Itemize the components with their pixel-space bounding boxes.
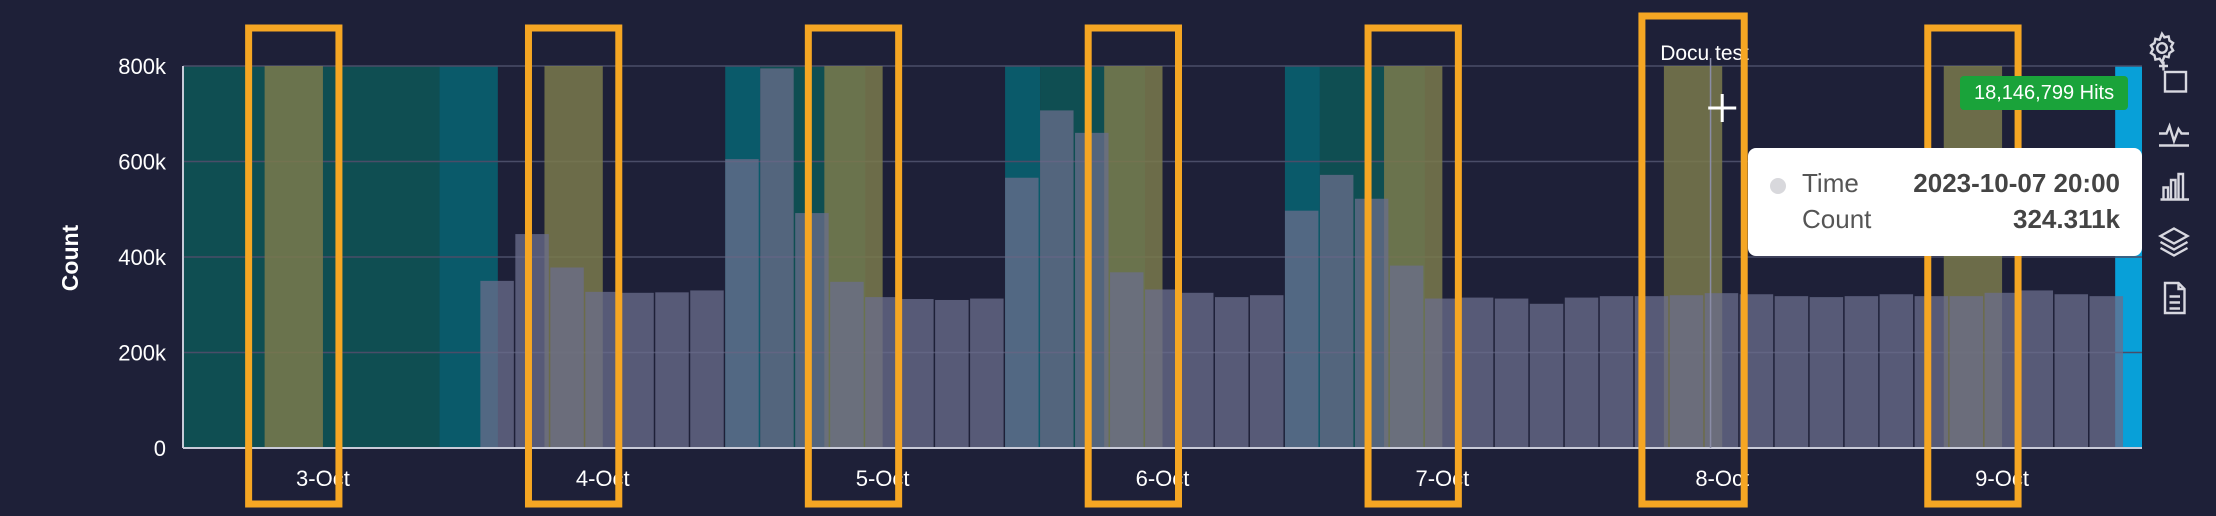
histogram-bar[interactable] bbox=[620, 292, 654, 448]
callout-box-3 bbox=[1084, 24, 1182, 508]
histogram-bar[interactable] bbox=[1809, 297, 1844, 448]
histogram-bar[interactable] bbox=[1424, 298, 1459, 448]
histogram-bar[interactable] bbox=[1529, 303, 1564, 448]
histogram-bar[interactable] bbox=[1040, 110, 1074, 448]
histogram-bar[interactable] bbox=[1284, 210, 1319, 448]
histogram-bar[interactable] bbox=[1179, 292, 1214, 448]
tooltip: Time 2023-10-07 20:00 Count 324.311k bbox=[1748, 148, 2142, 256]
callout-box-1 bbox=[524, 24, 623, 508]
callout-box-0 bbox=[245, 24, 343, 508]
histogram-bar[interactable] bbox=[1110, 272, 1144, 448]
histogram-bar[interactable] bbox=[1389, 265, 1424, 448]
tooltip-series-dot bbox=[1770, 178, 1786, 194]
histogram-bar[interactable] bbox=[970, 298, 1004, 448]
histogram-bar[interactable] bbox=[1844, 296, 1879, 448]
tooltip-count-value: 324.311k bbox=[2012, 204, 2120, 234]
histogram-bar[interactable] bbox=[1914, 296, 1949, 448]
histogram-bar[interactable] bbox=[1564, 297, 1599, 448]
y-axis-label: Count bbox=[57, 224, 83, 291]
histogram-bar[interactable] bbox=[1319, 174, 1354, 448]
gear-icon[interactable] bbox=[2144, 30, 2180, 66]
y-tick-label-0: 0 bbox=[154, 436, 166, 461]
histogram-bar[interactable] bbox=[1949, 296, 1984, 448]
histogram-bar[interactable] bbox=[2089, 296, 2124, 448]
histogram-bar[interactable] bbox=[795, 213, 829, 448]
histogram-bar[interactable] bbox=[1669, 295, 1704, 448]
y-tick-label-2: 400k bbox=[118, 245, 167, 270]
histogram-bar[interactable] bbox=[655, 292, 689, 448]
histogram-bar[interactable] bbox=[480, 280, 514, 448]
histogram-bar[interactable] bbox=[2054, 294, 2089, 448]
histogram-bar[interactable] bbox=[1354, 198, 1389, 448]
tooltip-time-label: Time bbox=[1802, 168, 1859, 198]
histogram-bar[interactable] bbox=[1214, 297, 1249, 448]
callout-box-4 bbox=[1364, 24, 1462, 508]
histogram-bar[interactable] bbox=[1599, 296, 1634, 448]
histogram-bar[interactable] bbox=[585, 291, 619, 448]
histogram-bar[interactable] bbox=[1005, 177, 1039, 449]
callout-box-5 bbox=[1638, 12, 1748, 508]
x-tick-label-5: 8-Oct bbox=[1695, 466, 1749, 491]
crop-icon[interactable] bbox=[2156, 60, 2192, 96]
bar-chart-icon[interactable] bbox=[2156, 168, 2192, 204]
histogram-bar[interactable] bbox=[1879, 294, 1914, 448]
document-icon[interactable] bbox=[2156, 280, 2192, 316]
annotation-label: Docu test bbox=[1660, 42, 1749, 65]
histogram-bar[interactable] bbox=[1145, 289, 1179, 448]
y-tick-label-3: 600k bbox=[118, 150, 167, 175]
histogram-bar[interactable] bbox=[725, 159, 759, 449]
callout-box-6 bbox=[1924, 24, 2022, 508]
highlight-band-0 bbox=[264, 66, 323, 448]
callout-box-2 bbox=[804, 24, 903, 508]
histogram-bar[interactable] bbox=[1459, 297, 1494, 448]
histogram-bar[interactable] bbox=[900, 299, 934, 448]
y-tick-label-4: 800k bbox=[118, 54, 167, 79]
histogram-bar[interactable] bbox=[1249, 295, 1284, 448]
histogram-bar[interactable] bbox=[935, 299, 969, 448]
histogram-bar[interactable] bbox=[2019, 290, 2054, 448]
histogram-bar[interactable] bbox=[690, 290, 724, 448]
histogram-bar[interactable] bbox=[760, 68, 794, 448]
histogram-bar[interactable] bbox=[550, 267, 584, 448]
histogram-bar[interactable] bbox=[830, 281, 864, 448]
pulse-icon[interactable] bbox=[2156, 114, 2192, 150]
y-tick-label-1: 200k bbox=[118, 341, 167, 366]
histogram-bar[interactable] bbox=[1774, 296, 1809, 448]
tooltip-count-label: Count bbox=[1802, 204, 1872, 234]
hits-badge: 18,146,799 Hits bbox=[1960, 76, 2129, 110]
histogram-bar[interactable] bbox=[1494, 298, 1529, 448]
layers-icon[interactable] bbox=[2156, 224, 2192, 260]
histogram-bar[interactable] bbox=[1075, 132, 1109, 448]
histogram-bar[interactable] bbox=[865, 297, 899, 448]
histogram-bar[interactable] bbox=[1984, 292, 2019, 448]
histogram-bar[interactable] bbox=[515, 234, 549, 448]
histogram-bar[interactable] bbox=[1704, 293, 1739, 448]
tooltip-time-value: 2023-10-07 20:00 bbox=[1913, 168, 2120, 198]
